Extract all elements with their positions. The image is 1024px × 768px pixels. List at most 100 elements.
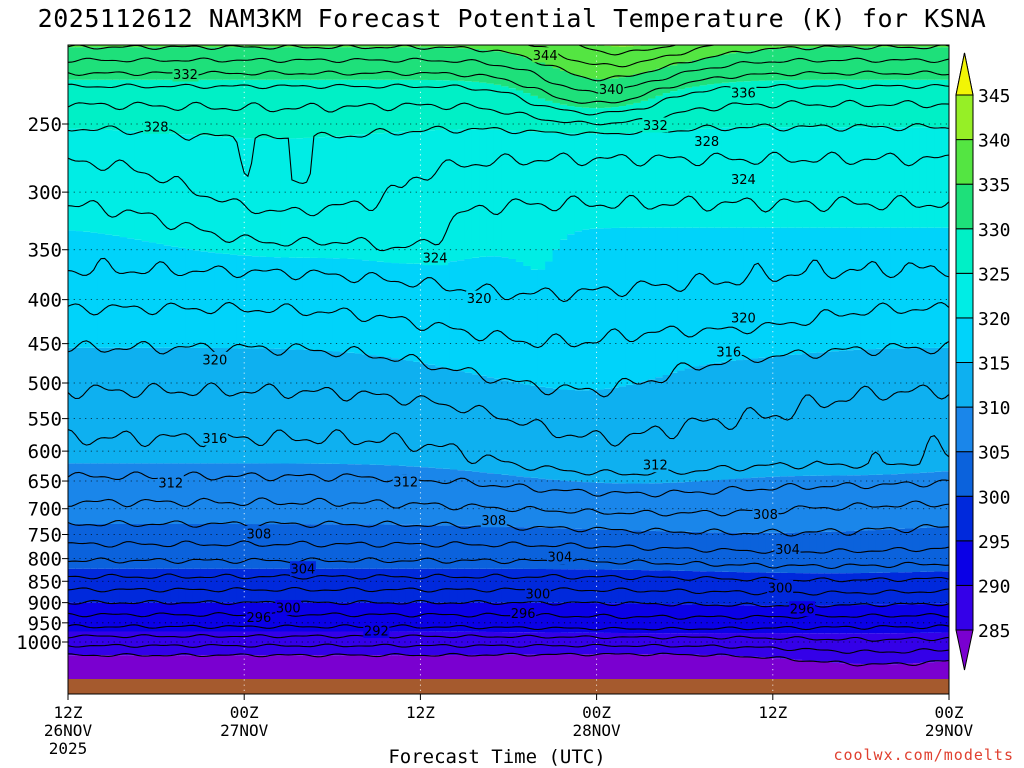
fill-band-325: [178, 134, 187, 248]
fill-band-325: [398, 131, 407, 264]
fill-band-305: [611, 529, 620, 570]
fill-band-320: [398, 263, 407, 360]
fill-band-325: [493, 129, 502, 257]
fill-band-305: [603, 529, 612, 570]
fill-band-285: [743, 656, 752, 694]
fill-band-335: [266, 47, 275, 80]
fill-band-320: [449, 261, 458, 370]
fill-band-335: [222, 47, 231, 80]
fill-band-320: [295, 257, 304, 350]
fill-band-310: [603, 483, 612, 530]
fill-band-335: [229, 47, 238, 80]
fill-band-300: [229, 568, 238, 603]
fill-band-340: [897, 45, 906, 48]
fill-band-315: [75, 347, 84, 464]
fill-band-310: [662, 482, 671, 532]
fill-band-325: [112, 130, 120, 236]
contour-label-text: 336: [731, 86, 756, 101]
fill-band-295: [743, 605, 752, 634]
fill-band-325: [383, 132, 392, 263]
fill-band-335: [200, 47, 209, 80]
fill-band-290: [435, 631, 444, 656]
fill-band-310: [699, 480, 708, 533]
fill-band-330: [846, 79, 855, 128]
fill-band-295: [126, 602, 135, 632]
fill-band-330: [449, 80, 458, 130]
fill-band-300: [809, 573, 818, 606]
contour-label-328: 328: [693, 133, 720, 150]
fill-band-300: [134, 568, 143, 603]
fill-band-290: [141, 631, 150, 656]
fill-band-340: [860, 45, 869, 48]
fill-band-290: [699, 633, 708, 655]
fill-band-320: [581, 229, 590, 391]
fill-band-340: [427, 45, 436, 48]
contour-label-text: 304: [775, 543, 800, 558]
fill-band-340: [633, 45, 642, 75]
fill-band-340: [361, 45, 370, 48]
fill-band-330: [214, 79, 223, 137]
fill-band-325: [229, 137, 238, 255]
fill-band-290: [684, 633, 693, 655]
fill-band-285: [288, 655, 297, 694]
fill-band-300: [427, 568, 436, 603]
fill-band-310: [310, 463, 319, 525]
contour-310K: [68, 519, 949, 537]
contour-label-300: 300: [767, 579, 794, 596]
fill-band-285: [156, 655, 165, 694]
fill-band-300: [633, 569, 642, 604]
fill-band-320: [442, 262, 451, 368]
fill-band-310: [251, 463, 260, 525]
credit-link[interactable]: coolwx.com/modelts: [833, 746, 1014, 764]
x-tick-label-0-0: 12Z: [54, 703, 83, 722]
fill-band-335: [860, 47, 869, 80]
fill-band-320: [926, 227, 935, 348]
fill-band-330: [787, 80, 796, 128]
fill-band-340: [471, 45, 480, 49]
fill-band-290: [647, 633, 656, 655]
fill-band-310: [633, 483, 642, 531]
fill-band-340: [97, 45, 106, 48]
fill-band-320: [743, 227, 752, 360]
contour-label-text: 316: [202, 432, 227, 447]
contour-label-304: 304: [546, 549, 573, 566]
fill-band-320: [354, 259, 363, 354]
fill-band-310: [692, 481, 700, 532]
fill-band-305: [97, 523, 106, 569]
fill-band-320: [134, 239, 143, 348]
fill-band-315: [750, 358, 759, 478]
fill-band-295: [581, 603, 590, 633]
fill-band-300: [640, 570, 649, 604]
fill-band-290: [156, 631, 165, 656]
contour-label-bg: [752, 506, 779, 522]
fill-band-330: [68, 79, 76, 129]
fill-band-335: [692, 60, 700, 87]
fill-band-320: [97, 233, 106, 348]
fill-band-295: [714, 604, 723, 634]
fill-band-285: [457, 655, 466, 694]
fill-band-330: [324, 79, 333, 137]
fill-band-295: [875, 604, 884, 634]
fill-band-325: [926, 127, 935, 228]
fill-band-290: [772, 633, 781, 659]
fill-band-310: [479, 472, 488, 527]
fill-band-325: [200, 135, 209, 252]
fill-band-320: [824, 227, 833, 352]
fill-band-315: [288, 349, 297, 464]
fill-band-330: [904, 79, 913, 128]
fill-band-315: [772, 356, 781, 477]
fill-band-295: [200, 602, 209, 632]
fill-band-320: [185, 249, 194, 348]
fill-band-335: [574, 75, 583, 108]
fill-band-290: [471, 631, 480, 655]
fill-band-330: [119, 79, 128, 131]
contour-label-336: 336: [730, 84, 757, 101]
fill-band-290: [919, 632, 928, 663]
fill-band-310: [200, 463, 209, 524]
fill-band-340: [941, 45, 949, 48]
fill-band-285: [97, 655, 106, 694]
fill-band-285: [853, 663, 862, 694]
fill-band-315: [897, 348, 906, 474]
fill-band-300: [758, 572, 767, 606]
fill-band-285: [765, 657, 774, 694]
